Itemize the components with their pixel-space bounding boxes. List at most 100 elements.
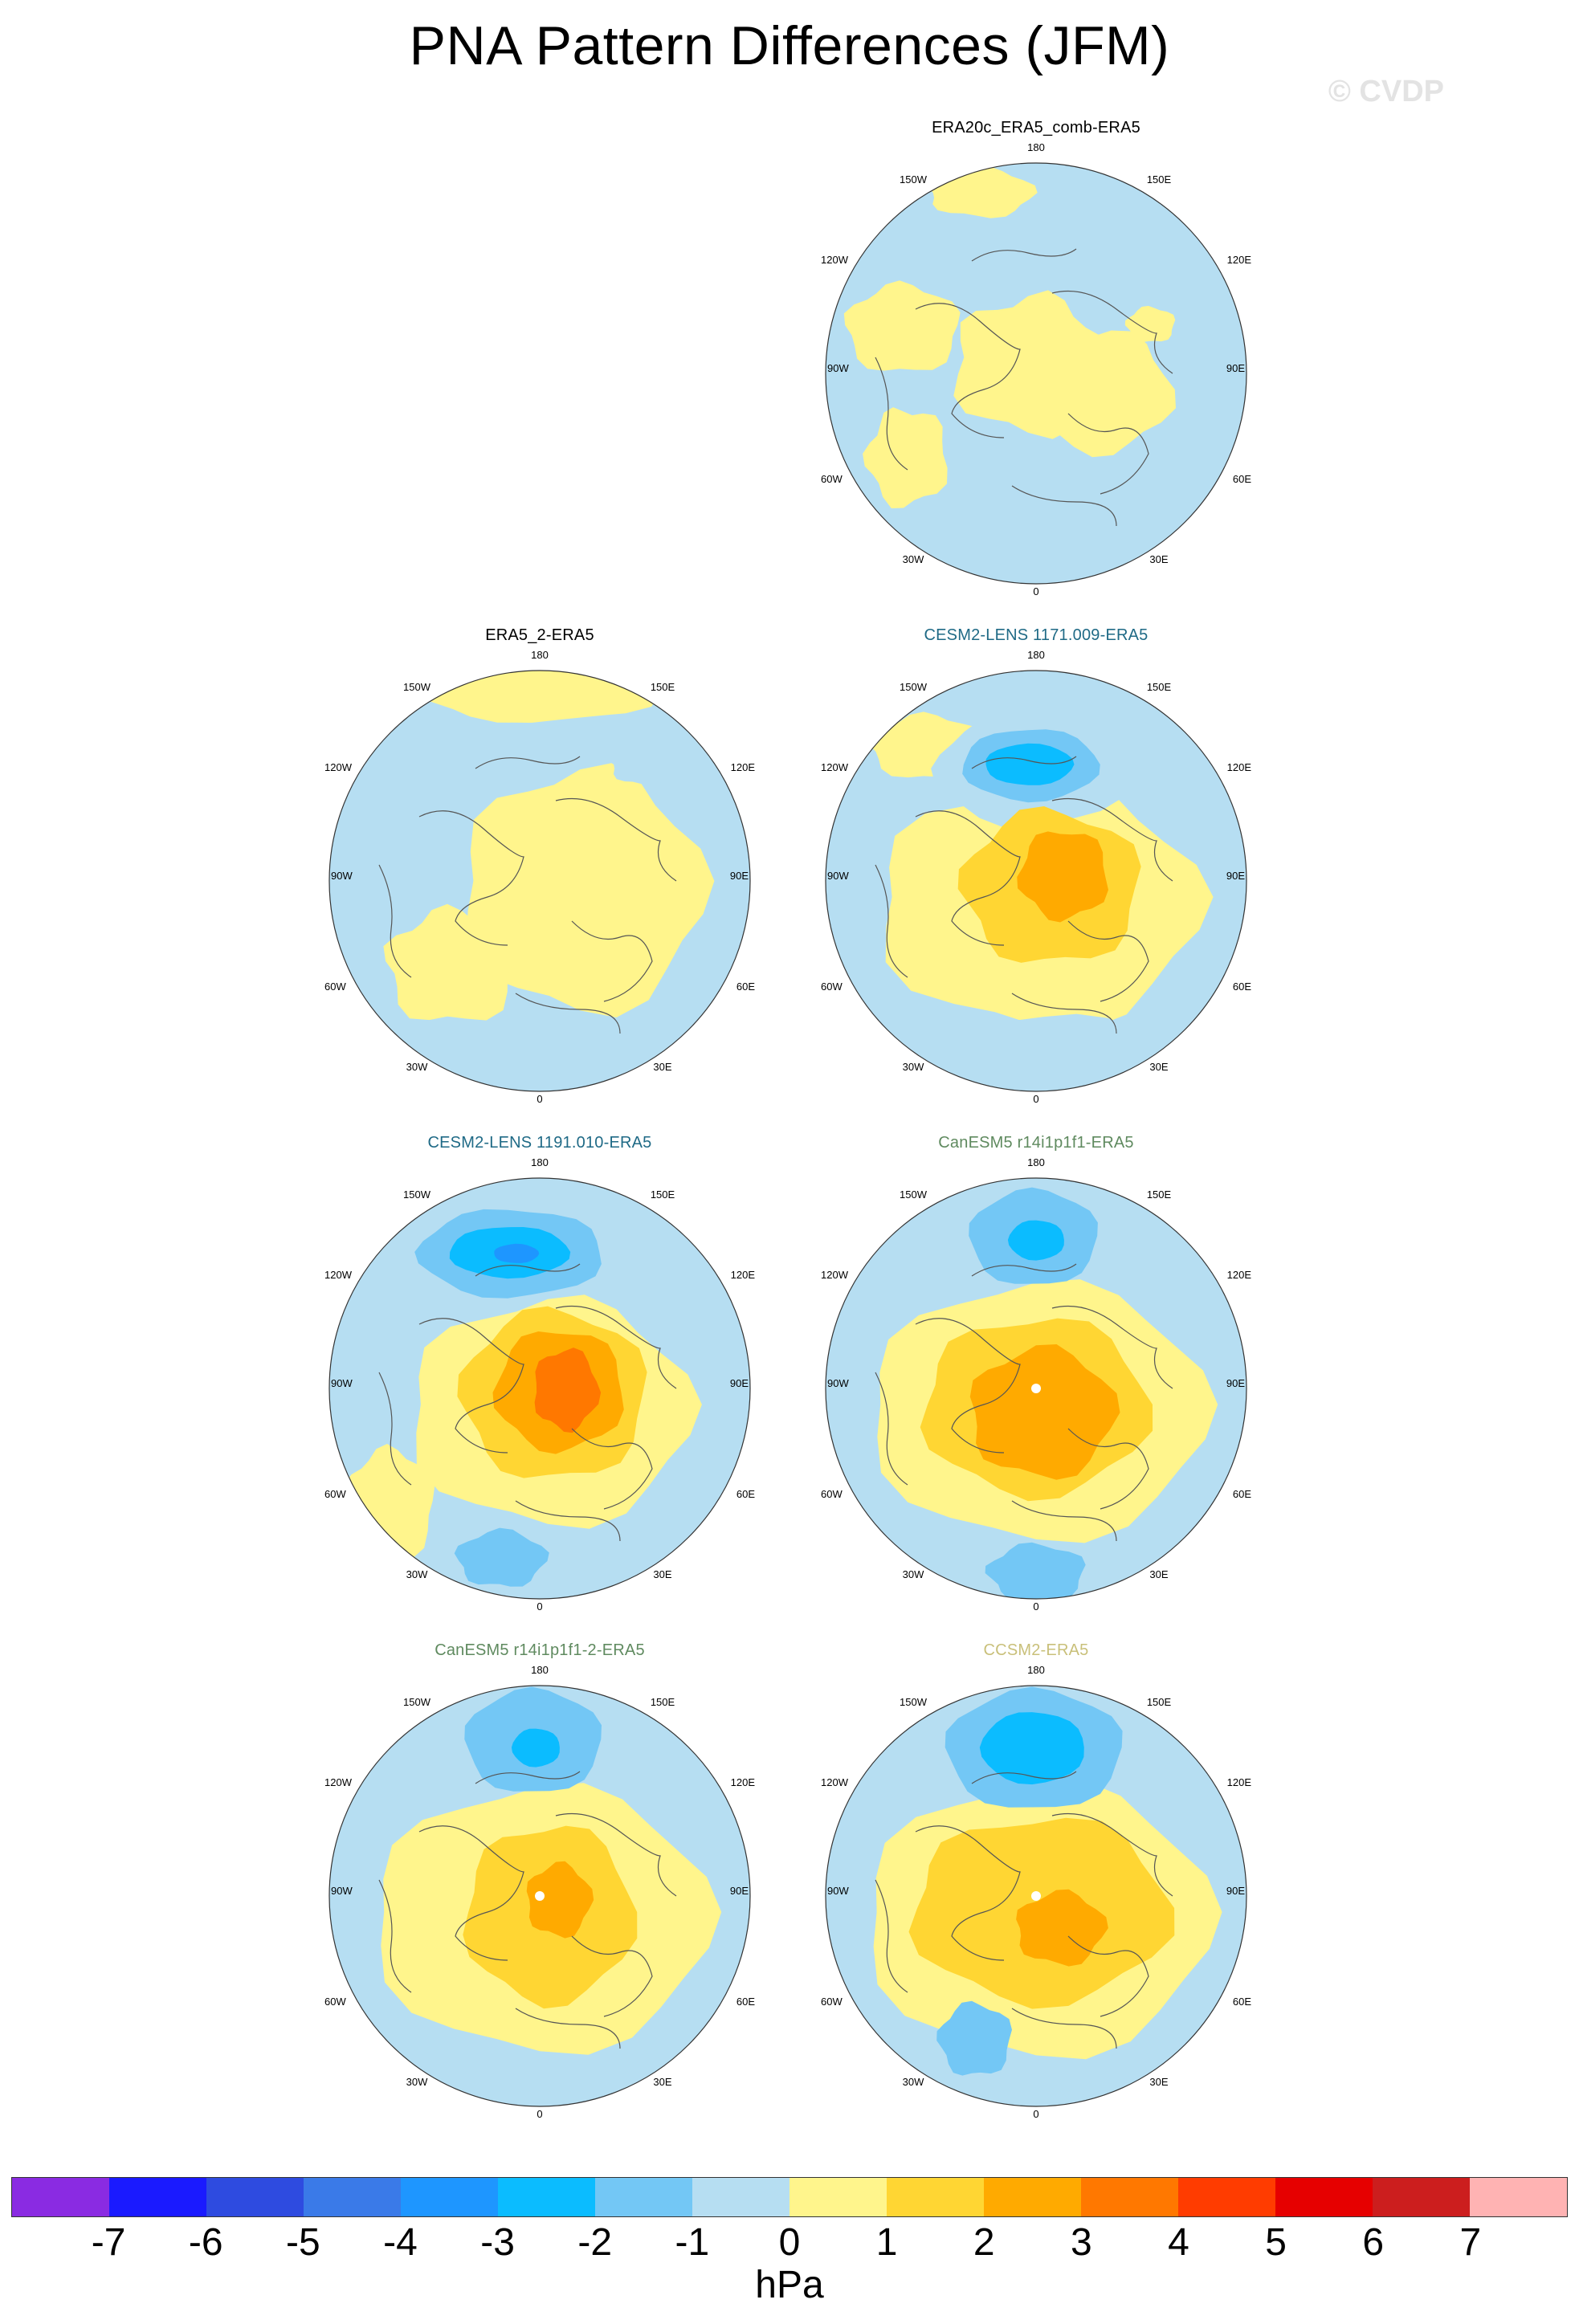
lon-label-lower_right: 30E	[653, 1568, 671, 1580]
coastline	[475, 756, 581, 769]
lon-label-bottom: 0	[1033, 1600, 1038, 1613]
panel-title: CESM2-LENS 1191.010-ERA5	[427, 1134, 652, 1152]
lon-label-upper_right: 150E	[651, 1189, 675, 1201]
lon-label-mid_right_upper: 120E	[1227, 1776, 1252, 1788]
coastline	[875, 1372, 908, 1486]
map-border	[825, 1177, 1247, 1600]
lon-label-lower_right: 30E	[1149, 553, 1168, 565]
panel-1: ERA20c_ERA5_comb-ERA5 180 150W 150E 120W 120…	[811, 119, 1261, 601]
anomaly-region	[985, 743, 1075, 785]
coastline	[1051, 798, 1173, 882]
lon-label-lower_right: 30E	[1149, 1568, 1168, 1580]
lon-label-top: 180	[1027, 141, 1045, 153]
lon-label-upper_right: 150E	[651, 681, 675, 693]
panel-6: CanESM5 r14i1p1f1-2-ERA5 180 150W 150E 120W…	[315, 1641, 765, 2123]
anomaly-region	[511, 1728, 560, 1767]
coastline	[1011, 1500, 1117, 1542]
lon-label-top: 180	[531, 1664, 549, 1676]
lon-label-upper_right: 150E	[1147, 173, 1172, 186]
lon-label-lower_left: 30W	[903, 1061, 924, 1073]
panel-4: CESM2-LENS 1191.010-ERA5 180 150W 150E 120W…	[315, 1134, 765, 1616]
lon-label-mid_left_lower: 60W	[821, 473, 843, 485]
lon-label-bottom: 0	[537, 2108, 542, 2120]
colorbar	[11, 2177, 1568, 2217]
map-border	[328, 670, 751, 1092]
colorbar-tick-label: -3	[480, 2221, 515, 2264]
lon-label-top: 180	[1027, 1156, 1045, 1168]
lon-label-lower_right: 30E	[1149, 1061, 1168, 1073]
lon-label-upper_left: 150W	[403, 681, 431, 693]
coastline	[555, 1813, 677, 1897]
lon-label-left: 90W	[827, 362, 849, 374]
anomaly-region	[1022, 330, 1176, 458]
pole-marker	[1031, 1384, 1041, 1393]
lon-label-mid_right_lower: 60E	[736, 1488, 755, 1500]
colorbar-segment	[206, 2178, 304, 2216]
lon-label-upper_right: 150E	[1147, 1189, 1172, 1201]
colorbar-units: hPa	[755, 2264, 824, 2306]
lon-label-top: 180	[1027, 649, 1045, 661]
coastline	[515, 2008, 621, 2049]
coastline	[555, 1306, 677, 1389]
lon-label-upper_left: 150W	[403, 1189, 431, 1201]
anomaly-region	[494, 1243, 540, 1263]
coastline	[1051, 1306, 1173, 1389]
colorbar-segment	[1373, 2178, 1470, 2216]
panel-2: ERA5_2-ERA5 180 150W 150E 120W 120E 90W 90E 60W…	[315, 626, 765, 1108]
colorbar-segment	[692, 2178, 790, 2216]
colorbar-segment	[790, 2178, 887, 2216]
lon-label-left: 90W	[827, 1885, 849, 1897]
colorbar-tick-label: -7	[91, 2221, 126, 2264]
lon-label-mid_left_lower: 60W	[324, 981, 346, 993]
lon-label-lower_left: 30W	[903, 2076, 924, 2088]
coastline	[515, 993, 621, 1034]
coastline	[971, 756, 1077, 769]
colorbar-segment	[12, 2178, 109, 2216]
polar-map: 180 150W 150E 120W 120E 90W 90E 60W 60E 30W 30E 0	[821, 1664, 1252, 2120]
polar-map: 180 150W 150E 120W 120E 90W 90E 60W 60E 30W 30E 0	[324, 1156, 755, 1613]
coastline	[475, 1263, 581, 1277]
lon-label-bottom: 0	[1033, 1093, 1038, 1105]
anomaly-region	[979, 1712, 1084, 1785]
anomaly-region	[969, 1344, 1120, 1480]
anomaly-region	[863, 407, 948, 508]
colorbar-segment	[1178, 2178, 1275, 2216]
coastline	[971, 248, 1077, 262]
anomaly-region	[985, 1542, 1086, 1599]
lon-label-upper_right: 150E	[1147, 1696, 1172, 1708]
colorbar-segment	[1275, 2178, 1373, 2216]
coastline	[915, 1825, 1021, 1961]
coastline	[1067, 413, 1149, 495]
anomaly-region	[466, 763, 715, 1017]
colorbar-segment	[498, 2178, 595, 2216]
panel-title: ERA20c_ERA5_comb-ERA5	[932, 119, 1140, 137]
anomaly-region	[1007, 1220, 1064, 1261]
lon-label-mid_left_lower: 60W	[324, 1996, 346, 2008]
colorbar-segment	[984, 2178, 1081, 2216]
lon-label-mid_left_upper: 120W	[821, 254, 849, 266]
lon-label-mid_right_lower: 60E	[736, 981, 755, 993]
coastline	[571, 920, 653, 1002]
lon-label-left: 90W	[331, 1377, 353, 1389]
coastline	[1067, 1428, 1149, 1510]
colorbar-tick-label: -5	[286, 2221, 320, 2264]
lon-label-right: 90E	[1226, 362, 1245, 374]
anomaly-region	[610, 743, 679, 786]
coastline	[1067, 1935, 1149, 2017]
lon-label-left: 90W	[331, 870, 353, 882]
lon-label-left: 90W	[827, 1377, 849, 1389]
anomaly-region	[534, 1348, 602, 1433]
panel-7: CCSM2-ERA5 180 150W 150E 120W 120E 90W 90E 60W 6…	[811, 1641, 1261, 2123]
map-border	[825, 670, 1247, 1092]
lon-label-lower_left: 30W	[903, 553, 924, 565]
lon-label-lower_right: 30E	[653, 2076, 671, 2088]
coastline	[875, 864, 908, 978]
page-title: PNA Pattern Differences (JFM)	[409, 15, 1170, 76]
coastline	[875, 357, 908, 471]
colorbar-tick-label: 4	[1168, 2221, 1189, 2264]
colorbar-tick-label: -4	[383, 2221, 418, 2264]
lon-label-bottom: 0	[1033, 585, 1038, 597]
lon-label-mid_left_upper: 120W	[324, 1269, 353, 1281]
coastline	[378, 1879, 412, 1993]
coastline	[915, 1318, 1021, 1454]
